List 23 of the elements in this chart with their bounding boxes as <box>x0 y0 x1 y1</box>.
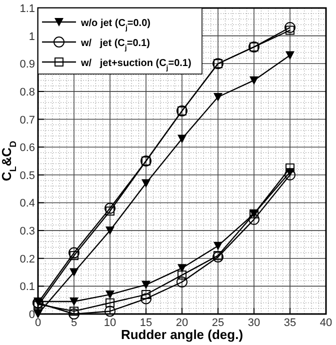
y-tick-label: 0.6 <box>20 142 35 154</box>
x-tick-label: 30 <box>248 317 260 329</box>
legend-label: w/ jet+suction (C$_{j}$=0.1) <box>80 58 192 72</box>
y-tick-label: 0.1 <box>20 281 35 294</box>
x-tick-label: 15 <box>140 317 152 329</box>
x-tick-label: 25 <box>212 317 224 329</box>
y-tick-label: 0.3 <box>20 226 35 238</box>
y-tick-label: 0.8 <box>20 86 35 98</box>
x-tick-label: 40 <box>320 317 332 329</box>
y-tick-label: 0.7 <box>20 114 35 126</box>
y-tick-label: 1.1 <box>20 3 35 15</box>
y-tick-label: 0.5 <box>20 170 35 182</box>
y-tick-label: 1 <box>28 30 35 43</box>
x-tick-label: 10 <box>104 317 116 329</box>
x-axis-title: Rudder angle (deg.) <box>120 327 244 342</box>
y-tick-label: 0 <box>28 309 35 321</box>
y-tick-label: 0.2 <box>20 253 35 266</box>
y-tick-label: 0.4 <box>20 198 35 210</box>
y-tick-label: 0.9 <box>20 58 35 71</box>
x-tick-label: 35 <box>284 317 296 329</box>
x-tick-label: 20 <box>176 317 188 329</box>
legend-label: w/o jet (C$_{j}$=0.0) <box>80 18 150 32</box>
legend-label: w/ jet (C$_{j}$=0.1) <box>80 38 150 52</box>
